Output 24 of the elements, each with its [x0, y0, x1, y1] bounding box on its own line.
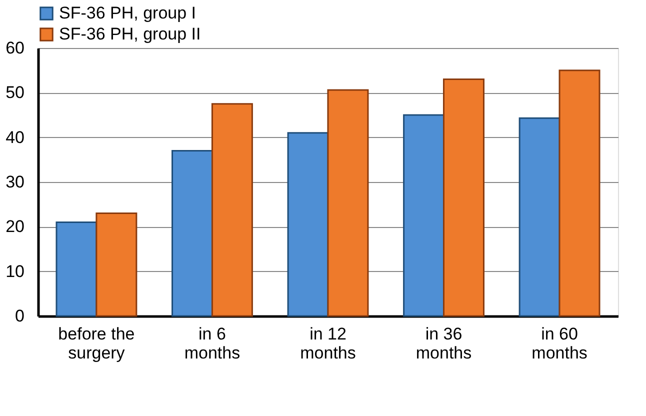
x-tick-label: in 36 months — [416, 324, 472, 362]
x-tick-label: in 6 months — [184, 324, 240, 362]
bar — [403, 114, 445, 317]
bar — [287, 132, 329, 317]
y-tick-label: 50 — [6, 83, 24, 102]
legend-label: SF-36 PH, group I — [59, 4, 196, 22]
y-tick-label: 10 — [6, 262, 24, 281]
bar — [518, 117, 560, 317]
legend-label: SF-36 PH, group II — [59, 24, 201, 44]
bar — [172, 150, 214, 317]
x-tick-label: before the surgery — [58, 324, 135, 362]
bar — [327, 89, 369, 317]
y-tick-label: 40 — [6, 128, 24, 147]
y-tick-label: 20 — [6, 217, 24, 236]
bar — [96, 212, 138, 317]
bar — [56, 221, 98, 317]
bar — [442, 78, 484, 317]
x-tick-label: in 12 months — [300, 324, 356, 362]
x-tick-label: in 60 months — [532, 324, 588, 362]
y-tick-label: 30 — [6, 172, 24, 192]
y-tick-label: 60 — [6, 38, 24, 58]
y-tick-label: 0 — [15, 306, 24, 326]
bar — [558, 70, 600, 317]
bar — [211, 103, 253, 317]
